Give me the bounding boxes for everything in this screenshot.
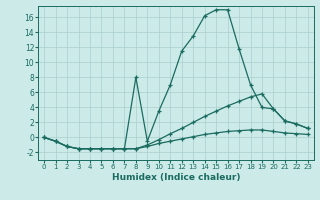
X-axis label: Humidex (Indice chaleur): Humidex (Indice chaleur) bbox=[112, 173, 240, 182]
